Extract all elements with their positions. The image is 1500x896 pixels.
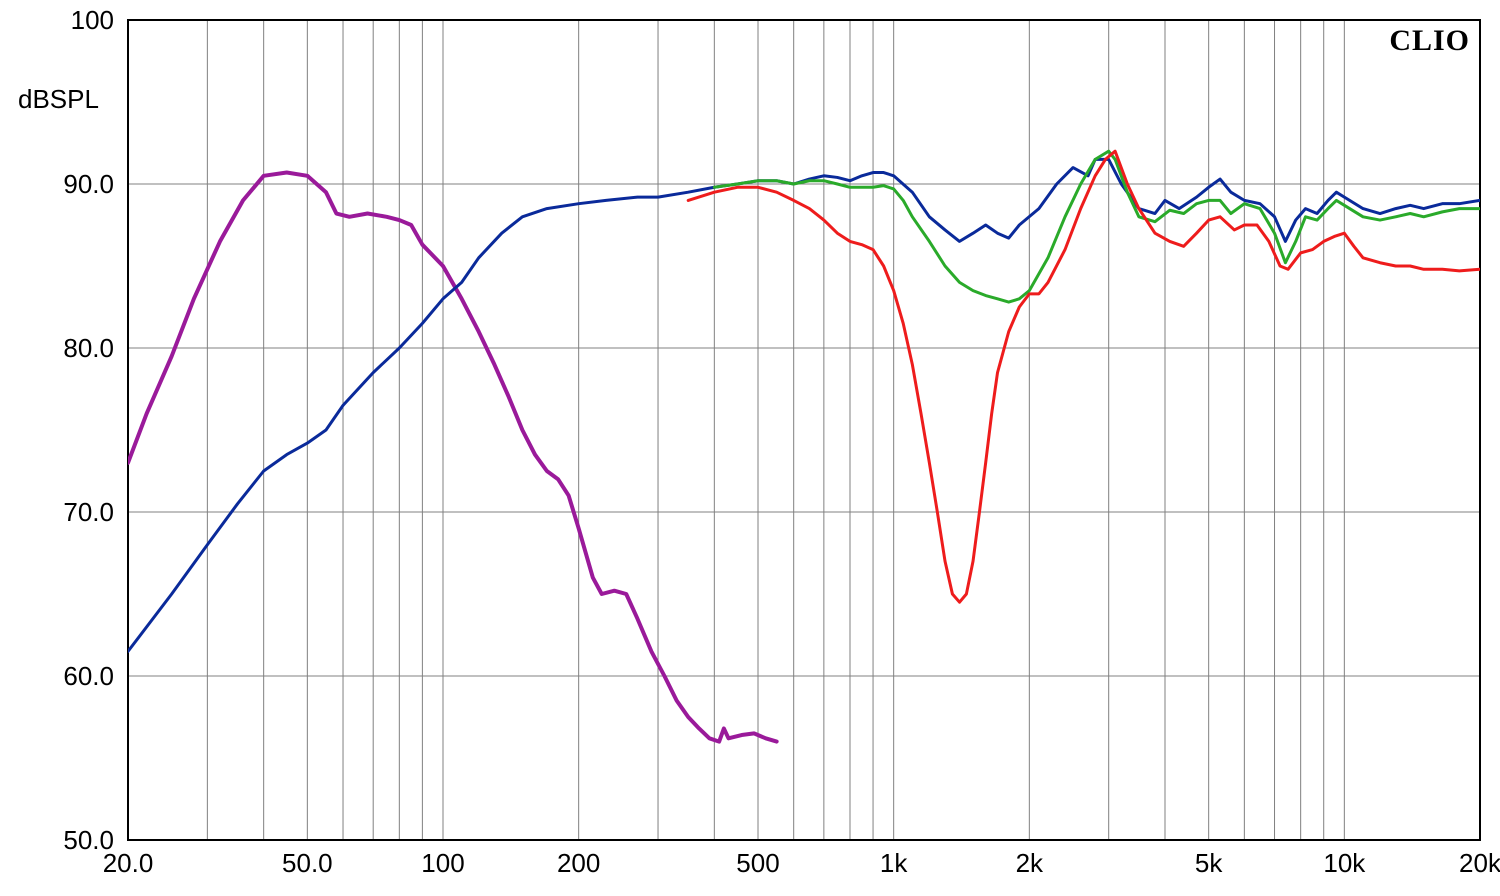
y-tick-label: 100 (71, 5, 114, 35)
x-tick-label: 500 (736, 848, 779, 878)
y-tick-label: 90.0 (63, 169, 114, 199)
x-tick-label: 5k (1195, 848, 1223, 878)
x-tick-label: 2k (1016, 848, 1044, 878)
x-tick-label: 10k (1323, 848, 1366, 878)
y-axis-label: dBSPL (18, 84, 99, 114)
y-tick-label: 60.0 (63, 661, 114, 691)
x-tick-label: 50.0 (282, 848, 333, 878)
x-tick-label: 1k (880, 848, 908, 878)
chart-svg: 10090.080.070.060.050.0dBSPL20.050.01002… (0, 0, 1500, 896)
x-tick-label: 20k (1459, 848, 1500, 878)
x-tick-label: 100 (421, 848, 464, 878)
x-tick-label: 200 (557, 848, 600, 878)
y-tick-label: 70.0 (63, 497, 114, 527)
x-tick-label: 20.0 (103, 848, 154, 878)
y-tick-label: 80.0 (63, 333, 114, 363)
frequency-response-chart: 10090.080.070.060.050.0dBSPL20.050.01002… (0, 0, 1500, 896)
watermark: CLIO (1389, 24, 1470, 57)
